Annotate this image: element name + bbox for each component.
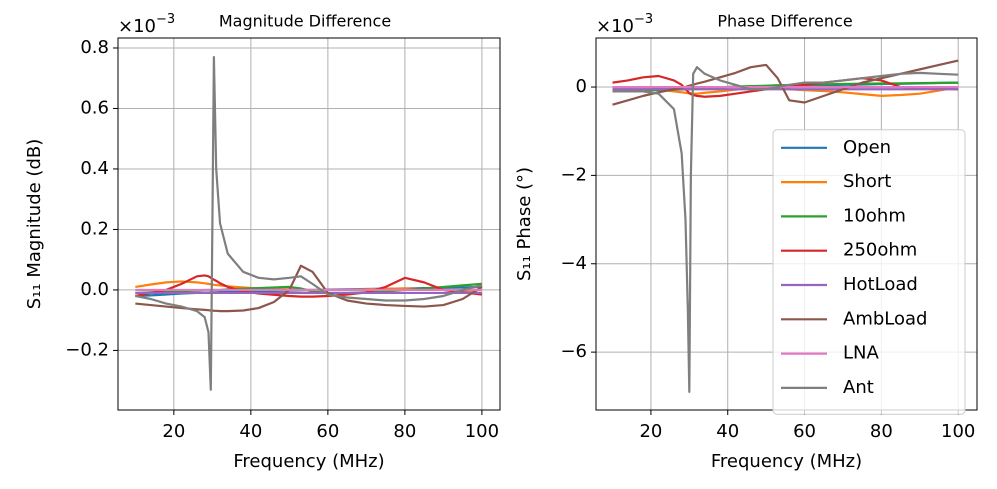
x-tick-label: 60: [793, 421, 816, 442]
legend-label: LNA: [843, 343, 879, 364]
axis-title: Phase Difference: [717, 12, 852, 31]
y-tick-label: −0.2: [65, 339, 109, 360]
x-tick-label: 40: [239, 421, 262, 442]
legend-label: AmbLoad: [843, 308, 927, 329]
legend-box: [772, 129, 966, 415]
x-tick-label: 80: [393, 421, 416, 442]
x-axis-label: Frequency (MHz): [711, 451, 862, 472]
x-tick-label: 80: [870, 421, 893, 442]
series-line: [612, 59, 959, 106]
series-line: [612, 85, 959, 97]
axes-frame: [117, 37, 501, 411]
legend-label: Open: [843, 137, 891, 158]
y-tick-label: 0.2: [80, 218, 109, 239]
offset-exponent: −3: [634, 12, 653, 27]
x-tick-label: 100: [941, 421, 975, 442]
legend-label: HotLoad: [843, 274, 918, 295]
y-tick-label: 0.6: [80, 97, 109, 118]
x-axis-label: Frequency (MHz): [233, 451, 384, 472]
series-line: [135, 55, 483, 391]
x-tick-label: 100: [465, 421, 499, 442]
x-tick-label: 20: [162, 421, 185, 442]
x-tick-label: 60: [316, 421, 339, 442]
y-tick-label: 0: [576, 76, 587, 97]
legend-label: 250ohm: [843, 240, 917, 261]
y-tick-label: 0.4: [80, 158, 109, 179]
y-tick-label: 0.0: [80, 279, 109, 300]
legend-label: Ant: [843, 377, 874, 398]
y-tick-label: −2: [560, 164, 587, 185]
offset-text: ×10−3: [118, 12, 175, 38]
offset-base: ×10: [118, 16, 156, 37]
offset-base: ×10: [596, 16, 634, 37]
y-axis-label: S₁₁ Phase (°): [514, 167, 535, 281]
series-line: [612, 66, 959, 393]
y-tick-label: −6: [560, 341, 587, 362]
y-tick-label: −4: [560, 253, 587, 274]
y-tick-label: 0.8: [80, 37, 109, 58]
x-tick-label: 20: [639, 421, 662, 442]
x-tick-label: 40: [716, 421, 739, 442]
offset-exponent: −3: [156, 12, 175, 27]
offset-text: ×10−3: [596, 12, 653, 38]
legend-label: 10ohm: [843, 205, 906, 226]
series-line: [135, 264, 483, 313]
axis-title: Magnitude Difference: [219, 12, 391, 31]
legend-label: Short: [843, 171, 891, 192]
y-axis-label: S₁₁ Magnitude (dB): [24, 139, 45, 309]
